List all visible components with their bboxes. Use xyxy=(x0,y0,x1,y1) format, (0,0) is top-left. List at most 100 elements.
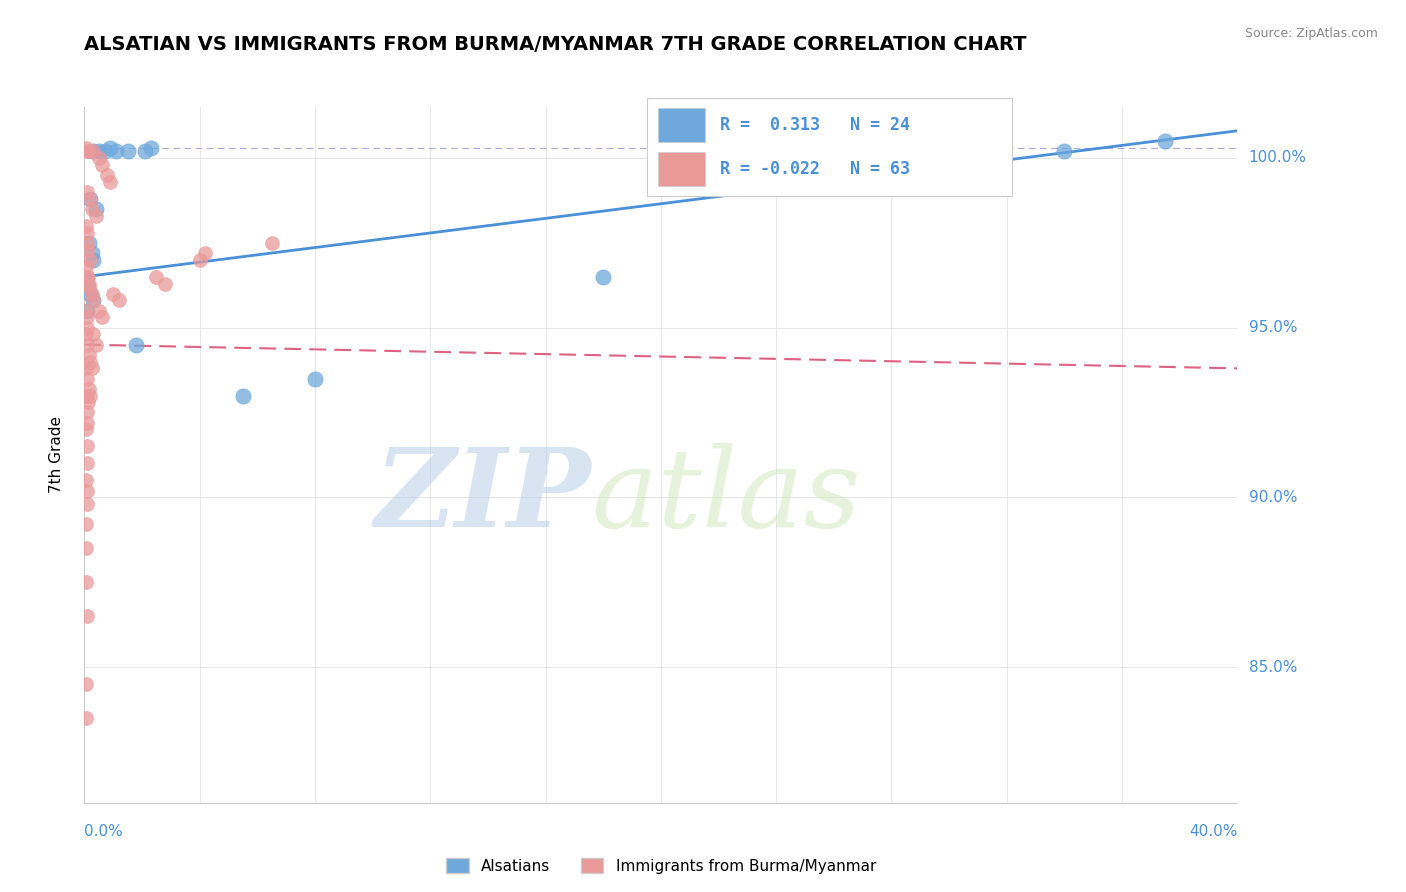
Point xyxy=(96,168,118,182)
Point xyxy=(90,158,112,172)
Point xyxy=(1154,134,1177,148)
Point xyxy=(145,269,167,284)
Point xyxy=(79,388,101,402)
Point xyxy=(77,235,100,250)
Point xyxy=(76,395,98,409)
Point xyxy=(84,337,107,351)
FancyBboxPatch shape xyxy=(658,108,706,142)
Point xyxy=(75,575,97,590)
Point xyxy=(90,310,112,325)
Point xyxy=(98,175,121,189)
Point xyxy=(80,361,103,376)
Point xyxy=(75,303,97,318)
Point xyxy=(76,269,98,284)
Point xyxy=(84,202,107,216)
Point xyxy=(77,348,100,362)
Point xyxy=(98,141,121,155)
Point xyxy=(75,141,97,155)
Point xyxy=(84,209,107,223)
Text: ALSATIAN VS IMMIGRANTS FROM BURMA/MYANMAR 7TH GRADE CORRELATION CHART: ALSATIAN VS IMMIGRANTS FROM BURMA/MYANMA… xyxy=(84,35,1026,54)
Point xyxy=(82,327,104,342)
Point xyxy=(76,483,98,498)
Point xyxy=(76,497,98,511)
Point xyxy=(117,144,139,158)
Point xyxy=(77,382,100,396)
Point xyxy=(79,192,101,206)
FancyBboxPatch shape xyxy=(658,152,706,186)
Point xyxy=(76,226,98,240)
Text: 100.0%: 100.0% xyxy=(1249,151,1306,165)
Text: 95.0%: 95.0% xyxy=(1249,320,1298,335)
Point xyxy=(260,235,283,250)
Point xyxy=(75,517,97,532)
Point xyxy=(105,144,128,158)
Point xyxy=(194,246,217,260)
Y-axis label: 7th Grade: 7th Grade xyxy=(49,417,63,493)
Text: 40.0%: 40.0% xyxy=(1189,823,1237,838)
Point xyxy=(1053,144,1076,158)
Point xyxy=(75,260,97,274)
Point xyxy=(79,252,101,267)
Point xyxy=(76,280,98,294)
Point xyxy=(82,144,104,158)
Point xyxy=(75,711,97,725)
Point xyxy=(76,185,98,199)
Point xyxy=(75,219,97,233)
Point xyxy=(82,293,104,308)
Point xyxy=(76,310,98,325)
Legend: Alsatians, Immigrants from Burma/Myanmar: Alsatians, Immigrants from Burma/Myanmar xyxy=(440,852,882,880)
Point xyxy=(75,422,97,436)
Text: Source: ZipAtlas.com: Source: ZipAtlas.com xyxy=(1244,27,1378,40)
Point xyxy=(880,134,903,148)
Text: ZIP: ZIP xyxy=(375,443,592,550)
Point xyxy=(134,144,156,158)
Point xyxy=(79,286,101,301)
Point xyxy=(80,286,103,301)
Point xyxy=(77,277,100,291)
Point xyxy=(75,541,97,556)
Point xyxy=(79,192,101,206)
Point xyxy=(153,277,176,291)
Point xyxy=(77,280,100,294)
Point xyxy=(76,320,98,334)
Point xyxy=(76,303,98,318)
Point xyxy=(76,235,98,250)
Point xyxy=(125,337,148,351)
Point xyxy=(76,405,98,419)
Point xyxy=(82,144,104,158)
Point xyxy=(80,202,103,216)
Point xyxy=(76,144,98,158)
Point xyxy=(76,416,98,430)
Point xyxy=(93,144,115,158)
Point xyxy=(76,337,98,351)
Text: atlas: atlas xyxy=(592,443,862,550)
Point xyxy=(232,388,254,402)
Point xyxy=(79,354,101,368)
Point xyxy=(87,151,110,165)
Point xyxy=(75,327,97,342)
Point xyxy=(75,361,97,376)
Point xyxy=(76,269,98,284)
Point xyxy=(77,144,100,158)
Point xyxy=(76,439,98,453)
Text: 85.0%: 85.0% xyxy=(1249,659,1298,674)
Point xyxy=(76,371,98,385)
Text: R = -0.022   N = 63: R = -0.022 N = 63 xyxy=(720,160,910,178)
Point xyxy=(76,609,98,624)
Point xyxy=(76,457,98,471)
Point xyxy=(76,388,98,402)
Point xyxy=(82,252,104,267)
Point xyxy=(82,293,104,308)
Point xyxy=(87,144,110,158)
Text: 90.0%: 90.0% xyxy=(1249,490,1298,505)
Point xyxy=(75,677,97,691)
Point xyxy=(87,303,110,318)
Point xyxy=(304,371,326,385)
Text: R =  0.313   N = 24: R = 0.313 N = 24 xyxy=(720,116,910,134)
Point xyxy=(76,243,98,257)
Point xyxy=(188,252,211,267)
Point xyxy=(80,246,103,260)
Point xyxy=(139,141,162,155)
Point xyxy=(108,293,131,308)
Point xyxy=(592,269,614,284)
